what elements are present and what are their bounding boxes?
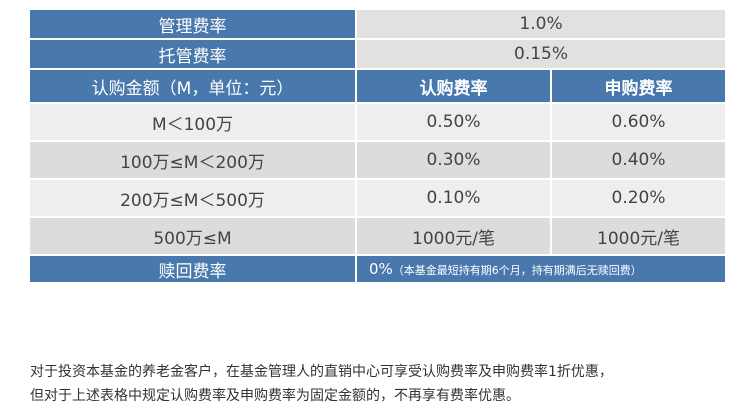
custody-fee-row: 托管费率 0.15% bbox=[28, 38, 728, 70]
subscription-rate-header: 认购费率 bbox=[355, 68, 552, 104]
table-row: 200万≤M＜500万 0.10% 0.20% bbox=[28, 178, 728, 218]
footnote: 对于投资本基金的养老金客户，在基金管理人的直销中心可享受认购费率及申购费率1折优… bbox=[30, 360, 745, 408]
tier-subscription-rate: 0.50% bbox=[355, 102, 552, 142]
management-fee-value: 1.0% bbox=[354, 8, 728, 40]
table-row: 100万≤M＜200万 0.30% 0.40% bbox=[28, 140, 728, 180]
tier-amount: M＜100万 bbox=[28, 102, 357, 142]
table-row: M＜100万 0.50% 0.60% bbox=[28, 102, 728, 142]
tier-amount: 500万≤M bbox=[28, 216, 357, 256]
footnote-line-1: 对于投资本基金的养老金客户，在基金管理人的直销中心可享受认购费率及申购费率1折优… bbox=[30, 364, 613, 380]
redemption-fee-note: （本基金最短持有期6个月，持有期满后无赎回费） bbox=[392, 264, 642, 277]
tier-purchase-rate: 0.20% bbox=[549, 178, 728, 218]
tier-amount: 100万≤M＜200万 bbox=[28, 140, 357, 180]
tier-purchase-rate: 0.40% bbox=[549, 140, 728, 180]
fee-table: 管理费率 1.0% 托管费率 0.15% 认购金额（M，单位：元） 认购费率 申… bbox=[28, 8, 728, 284]
tier-subscription-rate: 1000元/笔 bbox=[355, 216, 552, 256]
tier-amount: 200万≤M＜500万 bbox=[28, 178, 357, 218]
custody-fee-value: 0.15% bbox=[354, 38, 728, 70]
redemption-fee-cell: 0%（本基金最短持有期6个月，持有期满后无赎回费） bbox=[354, 254, 728, 284]
redemption-fee-value: 0% bbox=[369, 260, 393, 278]
management-fee-label: 管理费率 bbox=[28, 8, 357, 40]
tier-subscription-rate: 0.10% bbox=[355, 178, 552, 218]
table-header-row: 认购金额（M，单位：元） 认购费率 申购费率 bbox=[28, 68, 728, 104]
management-fee-row: 管理费率 1.0% bbox=[28, 8, 728, 40]
tier-subscription-rate: 0.30% bbox=[355, 140, 552, 180]
redemption-fee-label: 赎回费率 bbox=[28, 254, 357, 284]
redemption-fee-row: 赎回费率 0%（本基金最短持有期6个月，持有期满后无赎回费） bbox=[28, 254, 728, 284]
tier-purchase-rate: 1000元/笔 bbox=[549, 216, 728, 256]
footnote-line-2: 但对于上述表格中规定认购费率及申购费率为固定金额的，不再享有费率优惠。 bbox=[30, 388, 520, 404]
purchase-rate-header: 申购费率 bbox=[549, 68, 728, 104]
table-row: 500万≤M 1000元/笔 1000元/笔 bbox=[28, 216, 728, 256]
tier-purchase-rate: 0.60% bbox=[549, 102, 728, 142]
custody-fee-label: 托管费率 bbox=[28, 38, 357, 70]
amount-column-header: 认购金额（M，单位：元） bbox=[28, 68, 357, 104]
